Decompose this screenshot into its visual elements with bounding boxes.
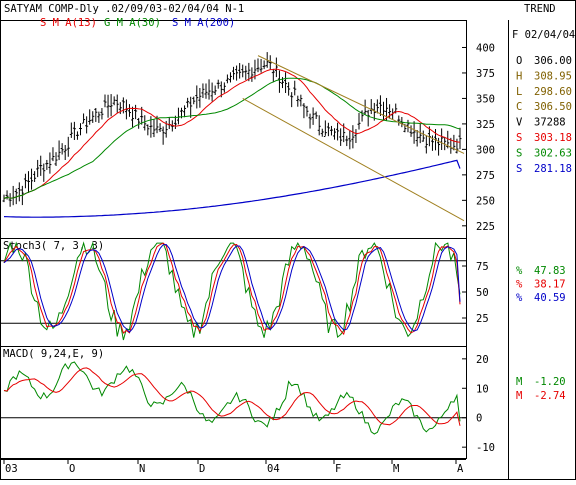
time-tick-label: M <box>393 463 399 475</box>
stoch-readout-key: % <box>516 292 523 304</box>
macd-tick-label: 10 <box>476 383 489 395</box>
price-tick-label: 325 <box>476 119 495 131</box>
time-tick-label: D <box>199 463 205 475</box>
info-key: O <box>516 55 522 67</box>
stoch-readout-key: % <box>516 279 523 291</box>
stoch-label: Stoch3( 7, 3, 3) <box>3 240 104 252</box>
macd-tick-label: -10 <box>476 442 495 454</box>
sma30-legend: G M A(30) <box>104 17 161 29</box>
macd-readout-value: -1.20 <box>534 376 566 388</box>
stoch-tick-label: 25 <box>476 313 489 325</box>
price-tick-label: 350 <box>476 93 495 105</box>
info-value: 306.00 <box>534 55 572 67</box>
macd-tick-label: 20 <box>476 354 489 366</box>
time-tick-label: 03 <box>5 463 18 475</box>
sma30-line <box>3 77 461 199</box>
info-readout-list: O 306.00 H 308.95 L 298.60 C 306.50 V 37288 S 303.1… <box>516 55 572 175</box>
stoch-tick-label: 50 <box>476 287 489 299</box>
stoch-readout-value: 40.59 <box>534 292 566 304</box>
stoch-axis: 25 50 75 <box>1 260 489 325</box>
stoch-d-line <box>3 242 461 336</box>
info-value: 37288 <box>534 117 566 129</box>
macd-readout-key: M <box>516 390 522 402</box>
price-tick-label: 275 <box>476 170 495 182</box>
macd-readout-list: M -1.20 M -2.74 <box>516 376 566 402</box>
stoch-plot <box>3 241 461 341</box>
info-key: S <box>516 147 522 159</box>
time-axis: 03 O N D 04 F M A <box>1 459 466 475</box>
info-key: H <box>516 70 522 82</box>
info-key: V <box>516 117 523 129</box>
info-date: F 02/04/04 <box>512 29 575 41</box>
chart-title: SATYAM COMP-Dly .02/09/03-02/04/04 N-1 <box>4 3 244 15</box>
price-plot <box>2 52 465 222</box>
stoch-k-line <box>3 241 461 341</box>
channel-lower-line <box>242 97 465 222</box>
stoch-tick-label: 75 <box>476 261 489 273</box>
stoch-slow-line <box>3 243 461 333</box>
macd-readout-value: -2.74 <box>534 390 566 402</box>
info-value: 303.18 <box>534 132 572 144</box>
info-value: 306.50 <box>534 101 572 113</box>
info-value: 298.60 <box>534 86 572 98</box>
macd-signal-line <box>3 367 461 426</box>
price-tick-label: 250 <box>476 195 495 207</box>
stoch-readout-key: % <box>516 265 523 277</box>
trend-label: TREND <box>524 3 556 15</box>
macd-plot <box>3 361 461 435</box>
macd-tick-label: 0 <box>476 413 482 425</box>
time-tick-label: A <box>457 463 464 475</box>
info-value: 281.18 <box>534 163 572 175</box>
info-value: 308.95 <box>534 70 572 82</box>
channel-upper-line <box>257 55 465 154</box>
info-key: S <box>516 163 522 175</box>
info-key: L <box>516 86 522 98</box>
time-tick-label: N <box>139 463 145 475</box>
stoch-readout-list: % 47.83% 38.17% 40.59 <box>516 265 566 304</box>
price-tick-label: 300 <box>476 144 495 156</box>
sma13-legend: S M A(13) <box>40 17 97 29</box>
stoch-readout-value: 47.83 <box>534 265 566 277</box>
sma200-legend: S M A(200) <box>172 17 235 29</box>
time-tick-label: 04 <box>267 463 280 475</box>
price-tick-label: 375 <box>476 68 495 80</box>
stoch-readout-value: 38.17 <box>534 279 566 291</box>
price-tick-label: 225 <box>476 221 495 233</box>
price-axis: 225 250 275 300 325 350 375 400 <box>462 42 495 233</box>
time-tick-label: F <box>335 463 341 475</box>
price-tick-label: 400 <box>476 42 495 54</box>
info-key: S <box>516 132 522 144</box>
macd-panel-frame <box>0 346 467 459</box>
info-value: 302.63 <box>534 147 572 159</box>
info-key: C <box>516 101 522 113</box>
macd-readout-key: M <box>516 376 522 388</box>
time-tick-label: O <box>69 463 75 475</box>
macd-axis: -10 0 10 20 <box>1 354 495 454</box>
macd-label: MACD( 9,24,E, 9) <box>3 348 104 360</box>
